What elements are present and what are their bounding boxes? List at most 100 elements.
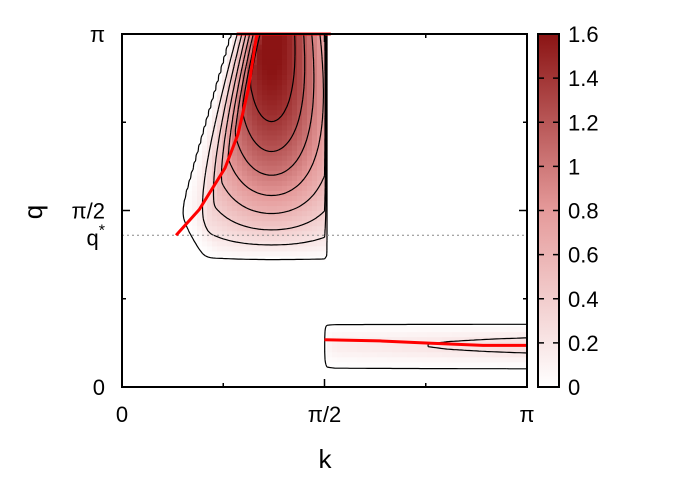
heatmap-cell (217, 124, 223, 131)
heatmap-cell (302, 114, 308, 121)
heatmap-cell (302, 34, 308, 40)
heatmap-cell (282, 160, 288, 166)
heatmap-cell (262, 250, 268, 257)
heatmap-cell (222, 235, 228, 242)
heatmap-cell (212, 139, 218, 146)
heatmap-cell (207, 240, 213, 247)
heatmap-cell (517, 336, 523, 343)
heatmap-cell (437, 346, 443, 353)
heatmap-cell (277, 195, 283, 202)
heatmap-cell (237, 175, 243, 181)
heatmap-cell (307, 200, 313, 207)
heatmap-cell (312, 64, 318, 70)
heatmap-cell (262, 235, 268, 242)
heatmap-cell (517, 331, 523, 338)
heatmap-cell (252, 165, 258, 171)
heatmap-cell (232, 215, 238, 222)
heatmap-cell (497, 346, 503, 353)
heatmap-cell (262, 225, 268, 232)
heatmap-cell (222, 129, 228, 136)
heatmap-cell (352, 346, 358, 353)
heatmap-cell (277, 34, 283, 40)
heatmap-cell (267, 190, 273, 196)
heatmap-cell (287, 54, 293, 60)
heatmap-cell (282, 89, 288, 96)
heatmap-cell (247, 109, 253, 116)
heatmap-cell (267, 235, 273, 242)
heatmap-cell (307, 245, 313, 252)
heatmap-cell (277, 44, 283, 50)
heatmap-cell (467, 336, 473, 343)
heatmap-cell (267, 230, 273, 237)
heatmap-cell (267, 74, 273, 80)
heatmap-cell (247, 245, 253, 252)
heatmap-cell (217, 160, 223, 166)
heatmap-cell (212, 114, 218, 121)
heatmap-cell (262, 74, 268, 80)
heatmap-cell (317, 205, 323, 212)
heatmap-cell (332, 361, 338, 368)
heatmap-cell (262, 205, 268, 212)
heatmap-cell (517, 346, 523, 353)
heatmap-cell (417, 336, 423, 343)
x-tick-label: π/2 (308, 402, 342, 427)
heatmap-cell (282, 210, 288, 217)
heatmap-cell (502, 351, 508, 358)
heatmap-cell (212, 144, 218, 151)
heatmap-cell (242, 160, 248, 166)
heatmap-cell (272, 124, 278, 131)
heatmap-cell (312, 79, 318, 86)
heatmap-cell (217, 155, 223, 161)
heatmap-cell (417, 331, 423, 338)
heatmap-cell (397, 341, 403, 348)
heatmap-cell (242, 195, 248, 202)
heatmap-cell (492, 331, 498, 338)
heatmap-cell (317, 155, 323, 161)
heatmap-cell (387, 361, 393, 368)
heatmap-cell (227, 180, 233, 186)
heatmap-cell (197, 185, 203, 191)
heatmap-cell (307, 89, 313, 96)
heatmap-cell (237, 139, 243, 146)
heatmap-cell (522, 356, 527, 363)
heatmap-cell (242, 205, 248, 212)
heatmap-layer (182, 34, 527, 368)
heatmap-cell (307, 180, 313, 186)
heatmap-cell (237, 215, 243, 222)
heatmap-cell (437, 331, 443, 338)
heatmap-cell (197, 170, 203, 176)
heatmap-cell (287, 190, 293, 196)
heatmap-cell (242, 109, 248, 116)
heatmap-cell (312, 160, 318, 166)
heatmap-cell (272, 160, 278, 166)
heatmap-cell (247, 34, 253, 40)
heatmap-cell (247, 195, 253, 202)
heatmap-cell (207, 200, 213, 207)
heatmap-cell (327, 331, 333, 338)
heatmap-cell (242, 129, 248, 136)
heatmap-cell (267, 49, 273, 55)
heatmap-cell (232, 200, 238, 207)
heatmap-cell (312, 195, 318, 202)
heatmap-cell (362, 331, 368, 338)
heatmap-cell (252, 185, 258, 191)
heatmap-cell (407, 361, 413, 368)
heatmap-cell (252, 104, 258, 111)
heatmap-cell (187, 200, 193, 207)
heatmap-cell (287, 200, 293, 207)
heatmap-cell (472, 361, 478, 368)
heatmap-cell (392, 336, 398, 343)
heatmap-cell (297, 44, 303, 50)
heatmap-cell (497, 356, 503, 363)
heatmap-cell (232, 149, 238, 156)
heatmap-cell (502, 361, 508, 368)
heatmap-cell (307, 99, 313, 106)
heatmap-cell (252, 245, 258, 252)
heatmap-cell (482, 331, 488, 338)
heatmap-cell (297, 49, 303, 55)
heatmap-cell (252, 180, 258, 186)
heatmap-cell (272, 205, 278, 212)
heatmap-cell (407, 346, 413, 353)
heatmap-cell (382, 351, 388, 358)
